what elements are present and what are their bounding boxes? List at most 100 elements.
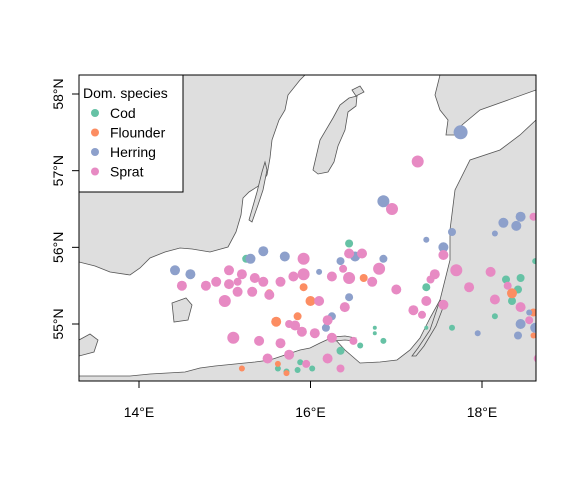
- point-sprat-75: [285, 320, 294, 328]
- point-sprat-50: [489, 294, 500, 305]
- point-sprat-76: [200, 280, 211, 291]
- sampling-points: [170, 112, 576, 377]
- point-flounder-3: [299, 283, 308, 292]
- point-herring-42: [474, 330, 481, 337]
- point-sprat-11: [529, 212, 536, 221]
- point-herring-9: [515, 211, 526, 222]
- point-sprat-45: [314, 296, 325, 306]
- point-sprat-63: [349, 336, 358, 345]
- point-sprat-37: [288, 271, 299, 282]
- point-flounder-12: [551, 347, 559, 355]
- point-sprat-67: [336, 364, 345, 373]
- y-tick-label: 57°N: [50, 155, 66, 186]
- point-sprat-79: [555, 297, 563, 305]
- point-herring-13: [438, 242, 449, 253]
- point-sprat-38: [326, 271, 337, 282]
- point-flounder-9: [548, 297, 556, 305]
- point-sprat-26: [373, 262, 386, 275]
- point-sprat-22: [391, 284, 402, 295]
- y-tick-label: 56°N: [50, 232, 66, 263]
- legend-label-cod: Cod: [110, 105, 136, 121]
- land-bornholm: [171, 297, 193, 323]
- x-tick-label: 16°E: [295, 404, 326, 420]
- point-sprat-20: [426, 275, 435, 284]
- point-sprat-12: [561, 225, 575, 239]
- point-herring-25: [170, 265, 180, 276]
- point-sprat-49: [408, 305, 419, 316]
- point-sprat-19: [538, 273, 546, 281]
- x-tick-label: 14°E: [124, 404, 155, 420]
- point-sprat-28: [224, 265, 234, 276]
- point-herring-4: [545, 153, 557, 165]
- point-sprat-53: [547, 311, 555, 319]
- point-sprat-16: [450, 264, 463, 277]
- point-sprat-27: [339, 264, 348, 273]
- y-tick-label: 55°N: [50, 308, 66, 339]
- point-sprat-57: [296, 326, 307, 337]
- land-denmark: [79, 333, 99, 357]
- legend-swatch-sprat: [91, 167, 99, 176]
- point-flounder-18: [274, 360, 281, 367]
- point-sprat-48: [438, 299, 449, 310]
- point-cod-3: [516, 274, 525, 282]
- point-herring-20: [245, 253, 256, 264]
- point-flounder-13: [545, 358, 553, 366]
- point-sprat-58: [309, 328, 320, 339]
- land-oland: [248, 160, 268, 223]
- point-sprat-73: [564, 368, 572, 376]
- point-sprat-80: [503, 281, 512, 290]
- legend-title: Dom. species: [83, 85, 168, 101]
- legend-swatch-flounder: [91, 128, 99, 137]
- point-cod-21: [294, 367, 301, 373]
- point-sprat-64: [284, 349, 295, 360]
- point-sprat-42: [247, 286, 258, 297]
- point-flounder-1: [271, 316, 282, 327]
- point-herring-8: [377, 195, 390, 208]
- point-flounder-11: [555, 337, 563, 345]
- point-sprat-78: [418, 310, 426, 319]
- point-flounder-6: [359, 274, 368, 282]
- point-sprat-55: [322, 315, 333, 326]
- point-sprat-23: [344, 248, 355, 259]
- point-sprat-69: [533, 354, 536, 363]
- point-flounder-10: [560, 320, 568, 328]
- point-sprat-32: [211, 276, 222, 287]
- point-sprat-35: [297, 268, 310, 281]
- point-cod-22: [372, 325, 377, 330]
- point-sprat-33: [176, 280, 187, 291]
- point-herring-31: [515, 319, 526, 329]
- point-herring-34: [551, 312, 559, 320]
- point-sprat-66: [322, 353, 333, 364]
- point-sprat-30: [249, 273, 260, 283]
- point-herring-32: [530, 322, 536, 333]
- point-sprat-74: [551, 332, 559, 340]
- point-herring-23: [379, 254, 388, 263]
- point-sprat-40: [367, 276, 378, 287]
- point-herring-22: [279, 251, 290, 262]
- point-sprat-29: [236, 269, 247, 280]
- point-cod-19: [274, 365, 281, 372]
- point-herring-43: [316, 268, 323, 275]
- legend: Dom. species Cod Flounder Herring Sprat: [78, 74, 184, 193]
- point-sprat-31: [258, 276, 269, 287]
- legend-label-sprat: Sprat: [110, 164, 144, 180]
- legend-swatch-herring: [91, 148, 99, 156]
- point-herring-33: [526, 309, 533, 316]
- y-tick-label: 58°N: [50, 78, 66, 109]
- point-sprat-34: [275, 276, 286, 287]
- land-faro: [351, 85, 365, 97]
- point-cod-16: [336, 346, 345, 355]
- y-axis: 55°N 56°N 57°N 58°N: [50, 78, 80, 340]
- point-herring-12: [448, 228, 456, 236]
- point-cod-13: [372, 331, 377, 336]
- point-sprat-61: [254, 335, 265, 346]
- point-herring-3: [571, 112, 576, 122]
- point-cod-9: [491, 313, 498, 320]
- point-cod-11: [449, 324, 455, 331]
- point-cod-7: [508, 297, 516, 305]
- point-flounder-7: [507, 288, 517, 299]
- point-cod-4: [537, 244, 543, 250]
- point-cod-12: [424, 325, 429, 330]
- point-sprat-47: [421, 296, 432, 306]
